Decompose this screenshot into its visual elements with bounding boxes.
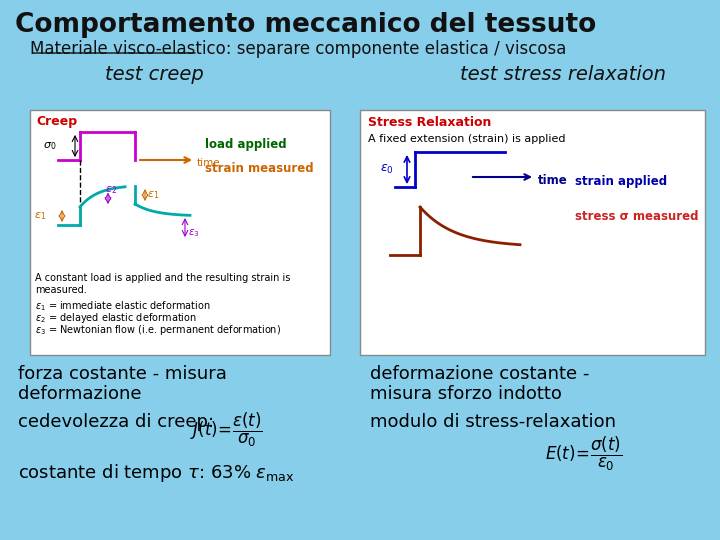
- Text: A fixed extension (strain) is applied: A fixed extension (strain) is applied: [368, 134, 565, 144]
- FancyBboxPatch shape: [30, 110, 330, 355]
- Text: deformazione: deformazione: [18, 385, 142, 403]
- Text: $\varepsilon_3$: $\varepsilon_3$: [188, 227, 199, 239]
- Text: cedevolezza di creep:: cedevolezza di creep:: [18, 413, 214, 431]
- Text: Stress Relaxation: Stress Relaxation: [368, 116, 491, 129]
- Text: Materiale visco-elastico: separare componente elastica / viscosa: Materiale visco-elastico: separare compo…: [30, 40, 567, 58]
- Text: costante di tempo $\tau$: 63% $\varepsilon_{\rm max}$: costante di tempo $\tau$: 63% $\varepsil…: [18, 462, 294, 484]
- Text: Creep: Creep: [36, 115, 77, 128]
- FancyBboxPatch shape: [360, 110, 705, 355]
- Text: Comportamento meccanico del tessuto: Comportamento meccanico del tessuto: [15, 12, 596, 38]
- Text: forza costante - misura: forza costante - misura: [18, 365, 227, 383]
- Text: strain measured: strain measured: [205, 162, 314, 175]
- Text: test creep: test creep: [105, 65, 204, 84]
- Text: $E(t)\!=\!\dfrac{\sigma(t)}{\varepsilon_0}$: $E(t)\!=\!\dfrac{\sigma(t)}{\varepsilon_…: [545, 435, 622, 473]
- Text: $\varepsilon_3$ = Newtonian flow (i.e. permanent deformation): $\varepsilon_3$ = Newtonian flow (i.e. p…: [35, 323, 281, 337]
- Text: stress σ measured: stress σ measured: [575, 210, 698, 223]
- Text: load applied: load applied: [205, 138, 287, 151]
- Text: $\varepsilon_2$: $\varepsilon_2$: [105, 185, 117, 197]
- Text: deformazione costante -: deformazione costante -: [370, 365, 590, 383]
- Text: $J(t)\!=\!\dfrac{\varepsilon(t)}{\sigma_0}$: $J(t)\!=\!\dfrac{\varepsilon(t)}{\sigma_…: [190, 411, 263, 449]
- Text: strain applied: strain applied: [575, 175, 667, 188]
- Text: $\varepsilon_1$ = immediate elastic deformation: $\varepsilon_1$ = immediate elastic defo…: [35, 299, 210, 313]
- Text: $\varepsilon_1$: $\varepsilon_1$: [34, 210, 46, 222]
- Text: $\varepsilon_2$ = delayed elastic deformation: $\varepsilon_2$ = delayed elastic deform…: [35, 311, 197, 325]
- Text: modulo di stress-relaxation: modulo di stress-relaxation: [370, 413, 616, 431]
- Text: A constant load is applied and the resulting strain is
measured.: A constant load is applied and the resul…: [35, 273, 290, 295]
- Text: $\varepsilon_0$: $\varepsilon_0$: [380, 163, 394, 176]
- Text: $\sigma_0$: $\sigma_0$: [42, 140, 56, 152]
- Text: time: time: [197, 158, 220, 168]
- Text: misura sforzo indotto: misura sforzo indotto: [370, 385, 562, 403]
- Text: time: time: [538, 173, 568, 186]
- Text: $\varepsilon_1$: $\varepsilon_1$: [147, 189, 159, 201]
- Text: test stress relaxation: test stress relaxation: [460, 65, 666, 84]
